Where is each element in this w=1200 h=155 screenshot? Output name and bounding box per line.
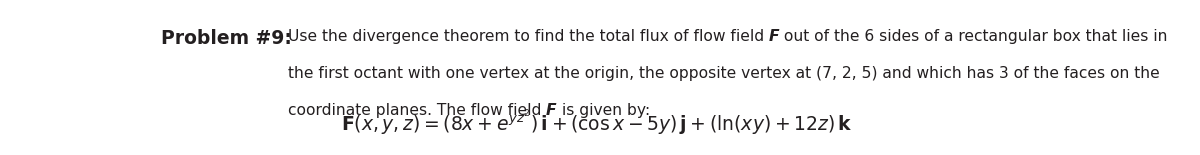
Text: the first octant with one vertex at the origin, the opposite vertex at (7, 2, 5): the first octant with one vertex at the … (288, 66, 1159, 81)
Text: F: F (546, 103, 557, 118)
Text: out of the 6 sides of a rectangular box that lies in: out of the 6 sides of a rectangular box … (779, 29, 1168, 44)
Text: coordinate planes. The flow field: coordinate planes. The flow field (288, 103, 546, 118)
Text: F: F (769, 29, 779, 44)
Text: $\mathbf{F}(x, y, z) = (8x + e^{yz^2})\,\mathbf{i} + (\cos x - 5y)\,\mathbf{j} +: $\mathbf{F}(x, y, z) = (8x + e^{yz^2})\,… (341, 108, 852, 137)
Text: Use the divergence theorem to find the total flux of flow field: Use the divergence theorem to find the t… (288, 29, 769, 44)
Text: is given by:: is given by: (557, 103, 649, 118)
Text: Problem #9:: Problem #9: (161, 29, 292, 48)
